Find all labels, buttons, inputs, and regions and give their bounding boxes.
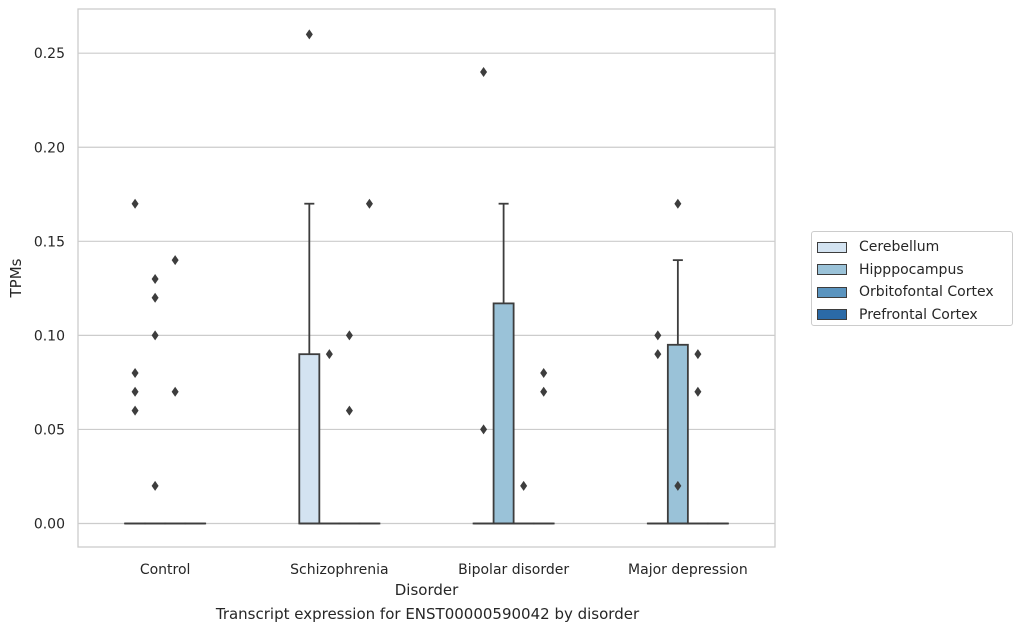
outlier-point	[151, 330, 159, 341]
outlier-point	[365, 198, 373, 209]
outlier-point	[131, 367, 139, 378]
figure-caption: Transcript expression for ENST0000059004…	[215, 605, 640, 623]
outlier-point	[345, 330, 353, 341]
legend: Cerebellum Hipppocampus Orbitofontal Cor…	[811, 231, 1013, 326]
legend-item: Orbitofontal Cortex	[817, 281, 1007, 304]
legend-label: Hipppocampus	[859, 261, 964, 278]
x-tick-labels: Control Schizophrenia Bipolar disorder Majo…	[140, 562, 748, 578]
box	[492, 302, 515, 525]
y-axis-title: TPMs	[7, 258, 25, 298]
box-group	[532, 367, 555, 525]
box-group	[338, 330, 361, 525]
legend-label: Cerebellum	[859, 239, 940, 256]
outlier-point	[674, 480, 682, 491]
outlier-point	[654, 330, 662, 341]
box-group	[298, 29, 321, 525]
plot-frame	[77, 8, 776, 548]
legend-item: Prefrontal Cortex	[817, 304, 1007, 327]
box-group	[164, 255, 187, 525]
legend-label: Prefrontal Cortex	[859, 306, 978, 323]
legend-item: Cerebellum	[817, 236, 1007, 259]
box-group	[646, 330, 669, 525]
box-group	[358, 198, 381, 525]
plot-marks	[124, 29, 729, 525]
box	[666, 343, 689, 525]
outlier-point	[540, 386, 548, 397]
outlier-point	[131, 405, 139, 416]
outlier-point	[540, 367, 548, 378]
outlier-point	[151, 273, 159, 284]
box-group	[666, 198, 689, 525]
outlier-point	[345, 405, 353, 416]
outlier-point	[131, 386, 139, 397]
outlier-point	[305, 29, 313, 40]
y-tick-label: 0.05	[34, 422, 65, 438]
x-tick-label: Major depression	[628, 562, 748, 578]
x-tick-label: Bipolar disorder	[458, 562, 569, 578]
outlier-point	[151, 292, 159, 303]
box-group	[492, 202, 515, 525]
legend-swatch	[817, 286, 847, 298]
y-tick-label: 0.15	[34, 234, 65, 250]
box-group	[318, 349, 341, 525]
y-tick-label: 0.00	[34, 516, 65, 532]
x-tick-label: Control	[140, 562, 191, 578]
y-tick-label: 0.20	[34, 140, 65, 156]
y-tick-label: 0.10	[34, 328, 65, 344]
box-group	[512, 480, 535, 525]
outlier-point	[694, 349, 702, 360]
y-tick-labels: 0.00 0.05 0.10 0.15 0.20 0.25	[34, 46, 65, 532]
legend-label: Orbitofontal Cortex	[859, 284, 994, 301]
outlier-point	[654, 349, 662, 360]
outlier-point	[480, 424, 488, 435]
outlier-point	[171, 255, 179, 266]
legend-swatch	[817, 264, 847, 276]
outlier-point	[480, 67, 488, 78]
outlier-point	[131, 198, 139, 209]
outlier-point	[674, 198, 682, 209]
legend-item: Hipppocampus	[817, 259, 1007, 282]
box-group	[686, 349, 709, 525]
outlier-point	[694, 386, 702, 397]
box-group	[144, 273, 167, 525]
outlier-point	[325, 349, 333, 360]
legend-swatch	[817, 309, 847, 321]
outlier-point	[520, 480, 528, 491]
outlier-point	[171, 386, 179, 397]
legend-swatch	[817, 241, 847, 253]
box-group	[472, 67, 495, 525]
box	[298, 353, 321, 525]
outlier-point	[151, 480, 159, 491]
x-axis-title: Disorder	[395, 581, 459, 599]
x-tick-label: Schizophrenia	[290, 562, 388, 578]
box-group	[124, 198, 146, 525]
y-tick-label: 0.25	[34, 46, 65, 62]
